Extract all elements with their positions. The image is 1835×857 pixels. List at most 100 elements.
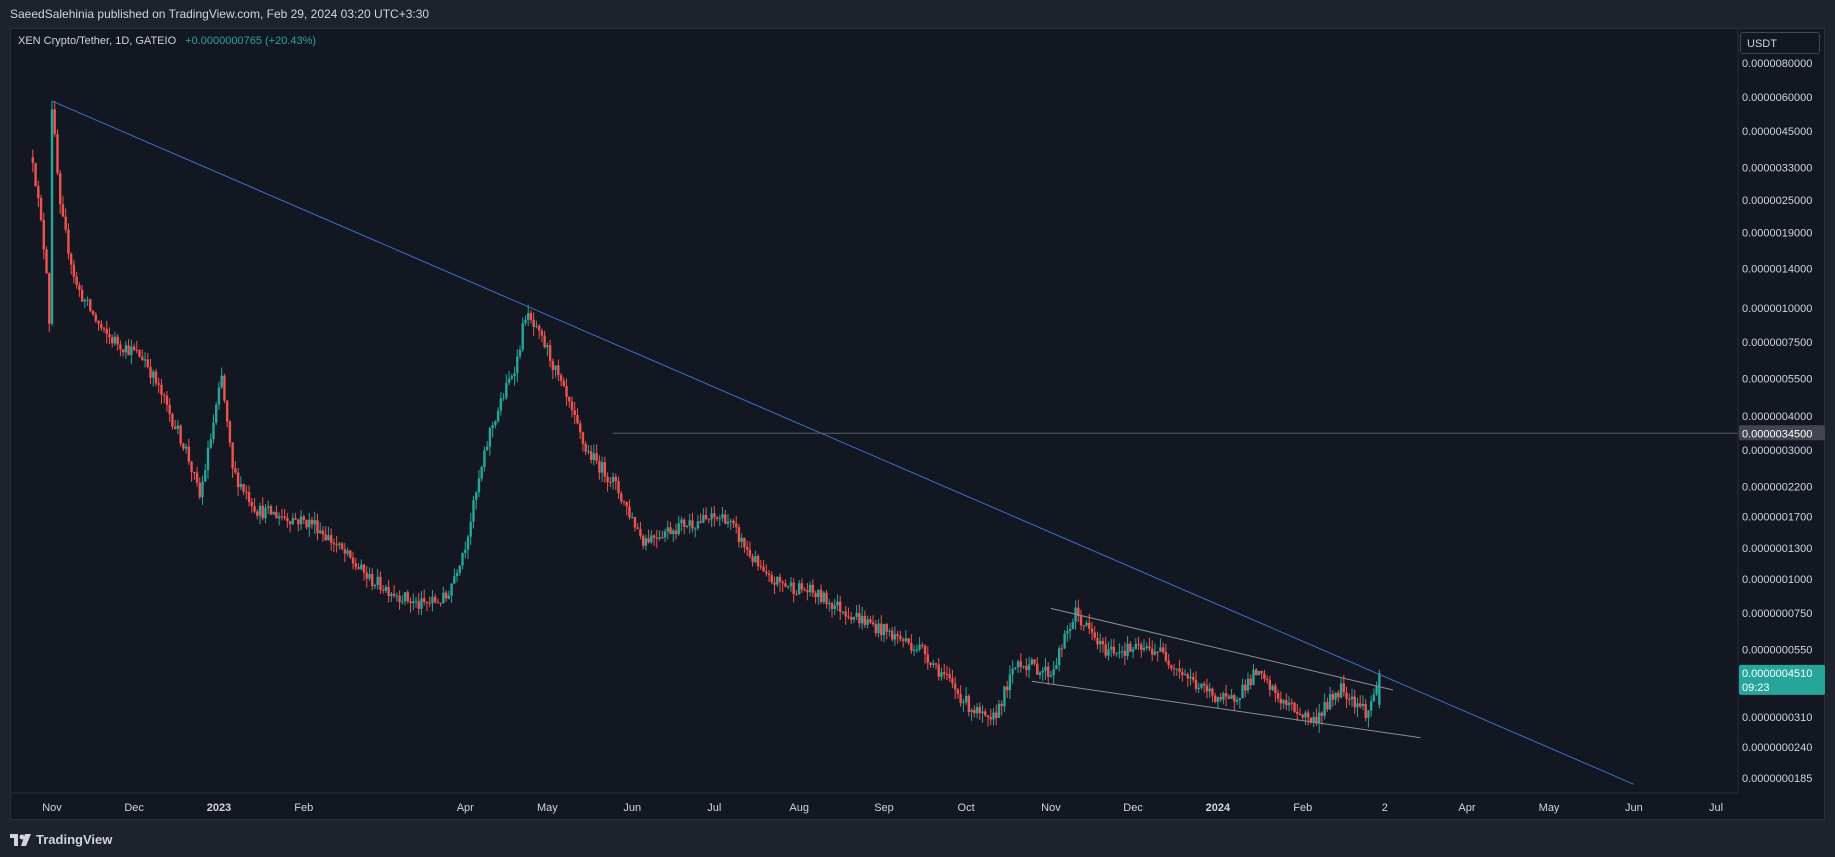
candle bbox=[1213, 692, 1217, 704]
candle bbox=[535, 320, 538, 329]
candle bbox=[866, 615, 869, 629]
candle bbox=[1011, 660, 1014, 684]
candle bbox=[516, 349, 519, 383]
candle bbox=[1235, 696, 1239, 706]
candle bbox=[666, 520, 669, 540]
candle bbox=[190, 460, 193, 482]
candle bbox=[1186, 672, 1189, 688]
candle bbox=[1238, 697, 1241, 709]
candle bbox=[1099, 633, 1102, 653]
candle bbox=[937, 658, 940, 681]
candle bbox=[910, 634, 913, 654]
candle bbox=[792, 578, 795, 603]
x-tick-label: Jun bbox=[1625, 802, 1643, 814]
trendline-wedge-lower[interactable] bbox=[1031, 680, 1421, 739]
candle bbox=[595, 444, 598, 465]
candle bbox=[830, 601, 834, 618]
candle bbox=[420, 590, 423, 616]
candle bbox=[236, 467, 240, 496]
candle bbox=[644, 534, 648, 551]
candle bbox=[1008, 665, 1012, 699]
candle bbox=[256, 509, 259, 520]
candle bbox=[951, 669, 954, 689]
candle bbox=[732, 518, 735, 528]
candle bbox=[839, 595, 842, 620]
candle bbox=[606, 472, 609, 492]
candle bbox=[811, 579, 815, 598]
candle bbox=[641, 533, 645, 550]
candle bbox=[836, 594, 839, 611]
candle bbox=[1356, 697, 1359, 718]
currency-button[interactable]: USDT bbox=[1740, 32, 1820, 54]
candle bbox=[1016, 659, 1020, 674]
candle bbox=[502, 393, 505, 402]
candle bbox=[1211, 687, 1214, 703]
candle bbox=[1203, 681, 1206, 693]
candle bbox=[658, 530, 661, 541]
candle bbox=[403, 591, 407, 606]
candle bbox=[201, 475, 204, 505]
candle bbox=[1372, 688, 1376, 703]
candle bbox=[863, 610, 867, 628]
candle bbox=[1367, 709, 1370, 728]
candle bbox=[69, 252, 73, 275]
countdown-timer: 09:23 bbox=[1742, 682, 1770, 694]
candle bbox=[636, 523, 639, 530]
price-mark-value: 0.0000034500 bbox=[1742, 428, 1812, 440]
candle bbox=[1181, 667, 1184, 682]
candle bbox=[1044, 657, 1047, 680]
candle bbox=[803, 587, 806, 592]
candle bbox=[280, 508, 284, 521]
candle bbox=[858, 604, 861, 628]
candle bbox=[1246, 672, 1250, 694]
candle bbox=[444, 590, 448, 602]
trendline-main-downtrend[interactable] bbox=[51, 100, 1635, 785]
candle bbox=[707, 518, 711, 524]
candle bbox=[1252, 664, 1255, 686]
candle bbox=[1233, 693, 1236, 711]
candle bbox=[1055, 657, 1058, 670]
chart-frame[interactable] bbox=[10, 28, 1825, 820]
y-tick-label: 0.0000005500 bbox=[1742, 373, 1812, 385]
candle bbox=[442, 586, 445, 604]
candle bbox=[1287, 696, 1291, 712]
candle bbox=[127, 338, 130, 356]
candle bbox=[64, 208, 67, 234]
candle bbox=[357, 563, 360, 570]
candle bbox=[138, 349, 141, 358]
candle bbox=[625, 501, 628, 516]
x-tick-label: Jul bbox=[1709, 802, 1723, 814]
candle bbox=[267, 500, 270, 514]
candle bbox=[414, 596, 418, 608]
candle bbox=[557, 359, 560, 382]
candle bbox=[261, 497, 264, 521]
candle bbox=[970, 708, 973, 721]
tradingview-logo[interactable]: TradingView bbox=[10, 832, 112, 847]
candle bbox=[1047, 662, 1050, 685]
candle bbox=[918, 637, 921, 652]
candle bbox=[945, 665, 949, 681]
candle bbox=[1200, 683, 1203, 690]
candle bbox=[340, 541, 344, 551]
candle bbox=[1118, 643, 1121, 659]
candle bbox=[108, 327, 111, 345]
candle bbox=[354, 557, 357, 571]
candle bbox=[1172, 663, 1176, 677]
candle bbox=[869, 615, 872, 624]
candle bbox=[412, 593, 415, 611]
y-tick-label: 0.0000080000 bbox=[1742, 58, 1812, 70]
candle bbox=[313, 511, 316, 535]
trendline-wedge-upper[interactable] bbox=[1050, 607, 1394, 691]
candle bbox=[754, 550, 757, 564]
candle bbox=[1153, 643, 1157, 656]
candle bbox=[1301, 713, 1304, 720]
candle bbox=[1241, 678, 1244, 699]
candle bbox=[532, 312, 535, 336]
candle bbox=[343, 542, 347, 563]
candle bbox=[1271, 684, 1274, 692]
candle bbox=[877, 619, 880, 638]
candle bbox=[67, 223, 70, 260]
candle bbox=[997, 699, 1001, 719]
candle bbox=[1268, 675, 1272, 697]
